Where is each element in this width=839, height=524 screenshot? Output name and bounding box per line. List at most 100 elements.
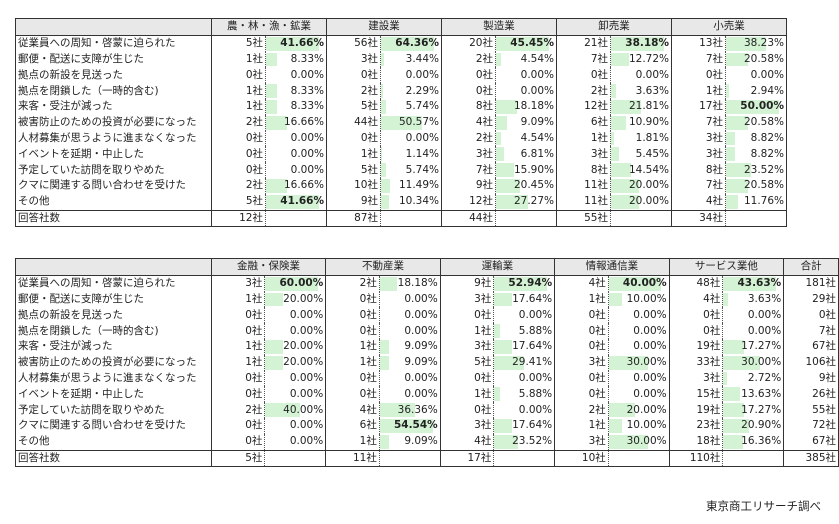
- row-label: 拠点の新設を見送った: [15, 307, 212, 324]
- row-label: 来客・受注が減った: [15, 98, 212, 115]
- percent-cell: 16.36%: [722, 433, 785, 451]
- row-label: クマに関連する問い合わせを受けた: [15, 417, 212, 434]
- count-cell: 5社: [326, 162, 381, 178]
- percent-value: 2.72%: [747, 371, 782, 384]
- percent-value: 0.00%: [289, 419, 324, 432]
- percent-bar: [265, 403, 301, 417]
- source-note: 東京商工リサーチ調べ: [706, 499, 821, 513]
- count-cell: 4社: [554, 275, 609, 292]
- percent-cell: 0.00%: [264, 386, 327, 403]
- percent-value: 0.00%: [289, 371, 324, 384]
- percent-bar: [381, 99, 386, 114]
- percent-value: 16.36%: [741, 435, 782, 448]
- percent-cell: 20.00%: [610, 193, 672, 211]
- count-cell: 0社: [211, 130, 266, 147]
- percent-value: 30.00%: [626, 356, 667, 369]
- percent-bar: [611, 147, 619, 162]
- count-cell: 33社: [669, 354, 724, 371]
- percent-value: 18.18%: [397, 277, 438, 290]
- percent-bar: [496, 178, 520, 193]
- column-header: 卸売業: [556, 18, 672, 36]
- percent-cell: 0.00%: [608, 323, 670, 339]
- percent-cell: 0.00%: [608, 386, 670, 403]
- table-row: その他 0社 0.00% 1社 9.09% 4社 23.52% 3社 30.00% 18社 16.3…: [15, 433, 839, 451]
- percent-value: 10.00%: [626, 292, 667, 305]
- count-cell: 1社: [325, 354, 380, 371]
- percent-value: 17.27%: [741, 403, 782, 416]
- percent-cell: 9.09%: [379, 354, 441, 371]
- count-cell: 0社: [671, 67, 726, 84]
- count-cell: 1社: [325, 338, 380, 355]
- percent-cell: 11.49%: [380, 177, 442, 194]
- percent-value: 0.00%: [747, 324, 782, 337]
- percent-cell: 0.00%: [264, 323, 327, 339]
- count-cell: 0社: [440, 402, 495, 418]
- percent-bar: [611, 194, 639, 209]
- column-header: 小売業: [671, 18, 787, 36]
- column-header: 情報通信業: [554, 258, 670, 276]
- percent-cell: 14.54%: [610, 162, 672, 178]
- count-cell: 3社: [671, 146, 726, 163]
- total-sum: 385社: [783, 449, 839, 468]
- percent-bar: [265, 355, 283, 370]
- percent-value: 0.00%: [290, 68, 324, 81]
- total-count: 34社: [671, 209, 726, 228]
- count-cell: 0社: [325, 307, 380, 324]
- row-label: 拠点を閉鎖した（一時的含む): [15, 323, 212, 339]
- percent-value: 0.00%: [633, 371, 667, 384]
- percent-value: 0.00%: [518, 403, 553, 416]
- count-cell: 7社: [441, 162, 496, 178]
- percent-bar: [381, 84, 383, 98]
- percent-cell: 0.00%: [608, 338, 670, 355]
- percent-cell: 5.45%: [610, 146, 672, 163]
- row-label: その他: [15, 433, 212, 451]
- percent-cell: 0.00%: [380, 67, 442, 84]
- table-row: イベントを延期・中止した 0社 0.00% 0社 0.00% 1社 5.88% 0社 0.00%…: [15, 386, 839, 403]
- percent-value: 0.00%: [633, 324, 667, 337]
- percent-value: 0.00%: [633, 387, 667, 400]
- count-cell: 1社: [211, 83, 266, 99]
- percent-bar: [726, 52, 748, 67]
- sum-cell: 29社: [783, 291, 839, 308]
- sum-cell: 9社: [783, 370, 839, 387]
- count-cell: 2社: [554, 402, 609, 418]
- table-row: 郵便・配送に支障が生じた 1社 20.00% 0社 0.00% 3社 17.64% 1社 10.…: [15, 291, 839, 308]
- total-count: 87社: [326, 209, 381, 228]
- percent-value: 5.74%: [405, 100, 439, 113]
- percent-value: 0.00%: [290, 163, 324, 176]
- total-blank: [608, 449, 670, 468]
- percent-value: 13.63%: [741, 387, 782, 400]
- percent-value: 27.27%: [513, 195, 554, 208]
- percent-value: 0.00%: [518, 308, 553, 321]
- count-cell: 0社: [554, 323, 609, 339]
- percent-value: 5.88%: [518, 324, 553, 337]
- percent-bar: [381, 36, 434, 51]
- percent-bar: [611, 36, 664, 51]
- percent-value: 20.58%: [743, 179, 784, 192]
- total-blank: [379, 449, 441, 468]
- percent-cell: 12.72%: [610, 51, 672, 68]
- row-label: 予定していた訪問を取りやめた: [15, 162, 212, 178]
- count-cell: 6社: [556, 114, 611, 131]
- count-cell: 1社: [211, 98, 266, 115]
- table-row: 従業員への周知・啓蒙に迫られた 5社 41.66% 56社 64.36% 20社 45.45…: [15, 35, 787, 52]
- percent-bar: [265, 276, 319, 291]
- percent-bar: [266, 52, 277, 67]
- percent-cell: 16.66%: [265, 177, 327, 194]
- percent-bar: [379, 339, 389, 354]
- column-header: 製造業: [441, 18, 557, 36]
- percent-cell: 8.82%: [725, 146, 787, 163]
- percent-cell: 0.00%: [265, 162, 327, 178]
- row-label: 被害防止のための投資が必要になった: [15, 114, 212, 131]
- row-label: 拠点を閉鎖した（一時的含む): [15, 83, 212, 99]
- header-blank: [15, 258, 212, 276]
- count-cell: 0社: [556, 67, 611, 84]
- percent-value: 10.90%: [628, 116, 669, 129]
- percent-value: 10.00%: [626, 419, 667, 432]
- count-cell: 8社: [556, 162, 611, 178]
- percent-bar: [266, 99, 277, 114]
- percent-bar: [266, 178, 288, 193]
- table-row: 人材募集が思うように進まなくなった 0社 0.00% 0社 0.00% 2社 4.54% 1社…: [15, 130, 787, 147]
- percent-cell: 0.00%: [379, 291, 441, 308]
- percent-cell: 0.00%: [379, 307, 441, 324]
